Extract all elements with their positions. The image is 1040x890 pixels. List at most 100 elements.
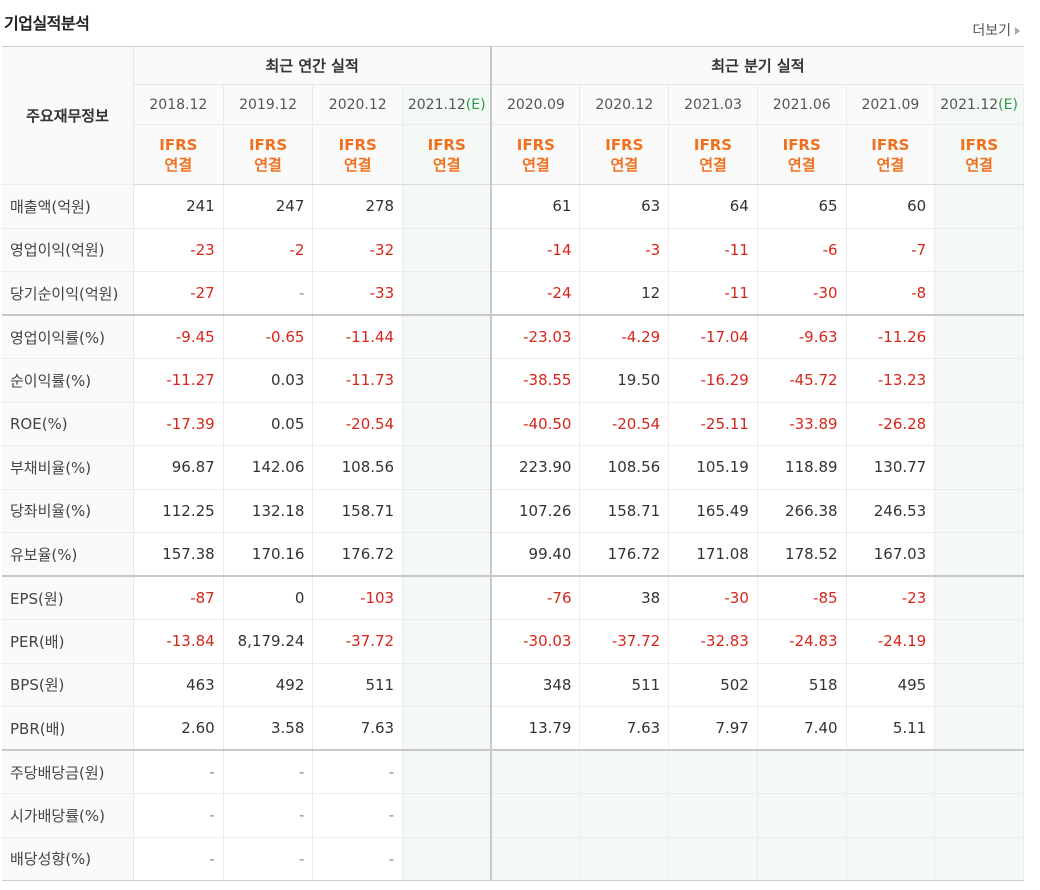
value-cell: 0 <box>223 575 314 620</box>
value-cell: 19.50 <box>579 358 670 403</box>
table-row: ROE(%) -17.39 0.05 -20.54 -40.50 -20.54 -25.11… <box>2 402 1024 446</box>
value-cell <box>402 706 492 751</box>
table-row: 당좌비율(%) 112.25 132.18 158.71 107.26 158.71 165… <box>2 489 1024 533</box>
value-cell: 492 <box>223 663 314 707</box>
value-cell: 99.40 <box>490 532 581 577</box>
value-cell: -20.54 <box>312 402 404 446</box>
value-cell: -11 <box>668 271 758 316</box>
ifrs-badge[interactable]: IFRS 연결 <box>579 124 670 185</box>
period-header: 2019.12 <box>223 84 314 125</box>
ifrs-badge[interactable]: IFRS 연결 <box>133 124 224 185</box>
table-row: 부채비율(%) 96.87 142.06 108.56 223.90 108.56 105.… <box>2 445 1024 490</box>
value-cell: -40.50 <box>490 402 581 446</box>
value-cell <box>402 663 492 707</box>
period-label: 2021.03 <box>684 96 742 113</box>
row-label: 당좌비율(%) <box>2 489 134 533</box>
table-row: 배당성향(%) - - - <box>2 837 1024 881</box>
row-label: 영업이익률(%) <box>2 314 134 359</box>
chevron-right-icon <box>1015 27 1020 35</box>
value-cell <box>402 184 492 229</box>
value-cell: 2.60 <box>133 706 224 751</box>
value-cell <box>934 793 1024 838</box>
period-label: 2020.12 <box>328 96 387 113</box>
value-cell: -7 <box>846 228 936 272</box>
period-header: 2021.12(E) <box>934 84 1024 125</box>
ifrs-badge[interactable]: IFRS 연결 <box>223 124 314 185</box>
value-cell: 158.71 <box>579 489 670 533</box>
period-header: 2020.12 <box>579 84 670 125</box>
value-cell <box>402 575 492 620</box>
period-header: 2021.06 <box>757 84 847 125</box>
section-title: 기업실적분석 <box>4 14 90 33</box>
more-link[interactable]: 더보기 <box>972 20 1020 40</box>
value-cell: -32.83 <box>668 619 758 664</box>
value-cell: 463 <box>133 663 224 707</box>
value-cell <box>402 228 492 272</box>
value-cell: -26.28 <box>846 402 936 446</box>
value-cell: 266.38 <box>757 489 847 533</box>
value-cell: -25.11 <box>668 402 758 446</box>
value-cell: 142.06 <box>223 445 314 490</box>
value-cell <box>934 184 1024 229</box>
table-row: 주당배당금(원) - - - <box>2 749 1024 794</box>
row-label: 부채비율(%) <box>2 445 134 490</box>
ifrs-label: IFRS <box>605 135 644 154</box>
ifrs-label: IFRS <box>782 135 821 154</box>
value-cell: 502 <box>668 663 758 707</box>
value-cell: 0.03 <box>223 358 314 403</box>
value-cell <box>402 358 492 403</box>
row-label: 시가배당률(%) <box>2 793 134 838</box>
more-link-label: 더보기 <box>972 23 1011 39</box>
value-cell: - <box>133 749 224 794</box>
period-header: 2018.12 <box>133 84 224 125</box>
value-cell: 246.53 <box>846 489 936 533</box>
period-label: 2019.12 <box>239 96 297 113</box>
ifrs-badge[interactable]: IFRS 연결 <box>402 124 492 185</box>
value-cell: 171.08 <box>668 532 758 577</box>
estimate-mark: (E) <box>465 96 486 113</box>
value-cell: 8,179.24 <box>223 619 314 664</box>
value-cell <box>934 445 1024 490</box>
value-cell: -0.65 <box>223 314 314 359</box>
value-cell: -4.29 <box>579 314 670 359</box>
value-cell: 7.97 <box>668 706 758 751</box>
financial-table: 주요재무정보 최근 연간 실적 최근 분기 실적 2018.12 2019.12 2… <box>2 46 1024 881</box>
value-cell <box>402 749 492 794</box>
value-cell <box>934 532 1024 577</box>
value-cell <box>402 271 492 316</box>
period-label: 2020.09 <box>506 96 565 113</box>
consolidated-label: 연결 <box>522 155 550 174</box>
value-cell <box>934 706 1024 751</box>
value-cell <box>934 271 1024 316</box>
ifrs-badge[interactable]: IFRS 연결 <box>668 124 758 185</box>
table-row: PER(배) -13.84 8,179.24 -37.72 -30.03 -37.72 -3… <box>2 619 1024 664</box>
value-cell: 13.79 <box>490 706 581 751</box>
value-cell: -24.83 <box>757 619 847 664</box>
value-cell: - <box>223 271 314 316</box>
value-cell: 511 <box>579 663 670 707</box>
quarterly-header: 최근 분기 실적 <box>490 46 1024 85</box>
value-cell: -20.54 <box>579 402 670 446</box>
value-cell: -38.55 <box>490 358 581 403</box>
value-cell <box>934 619 1024 664</box>
value-cell: 108.56 <box>312 445 404 490</box>
ifrs-badge[interactable]: IFRS 연결 <box>846 124 936 185</box>
value-cell <box>934 575 1024 620</box>
value-cell: -8 <box>846 271 936 316</box>
value-cell: -85 <box>757 575 847 620</box>
ifrs-badge[interactable]: IFRS 연결 <box>757 124 847 185</box>
value-cell: -9.63 <box>757 314 847 359</box>
value-cell <box>490 837 581 881</box>
value-cell: -11.26 <box>846 314 936 359</box>
ifrs-badge[interactable]: IFRS 연결 <box>312 124 404 185</box>
consolidated-label: 연결 <box>432 155 461 174</box>
value-cell: 64 <box>668 184 758 229</box>
ifrs-badge[interactable]: IFRS 연결 <box>934 124 1024 185</box>
row-label: PER(배) <box>2 619 134 664</box>
table-row: 순이익률(%) -11.27 0.03 -11.73 -38.55 19.50 -16.29… <box>2 358 1024 403</box>
value-cell <box>490 793 581 838</box>
value-cell: -16.29 <box>668 358 758 403</box>
value-cell <box>934 837 1024 881</box>
ifrs-badge[interactable]: IFRS 연결 <box>490 124 581 185</box>
value-cell: - <box>312 793 404 838</box>
